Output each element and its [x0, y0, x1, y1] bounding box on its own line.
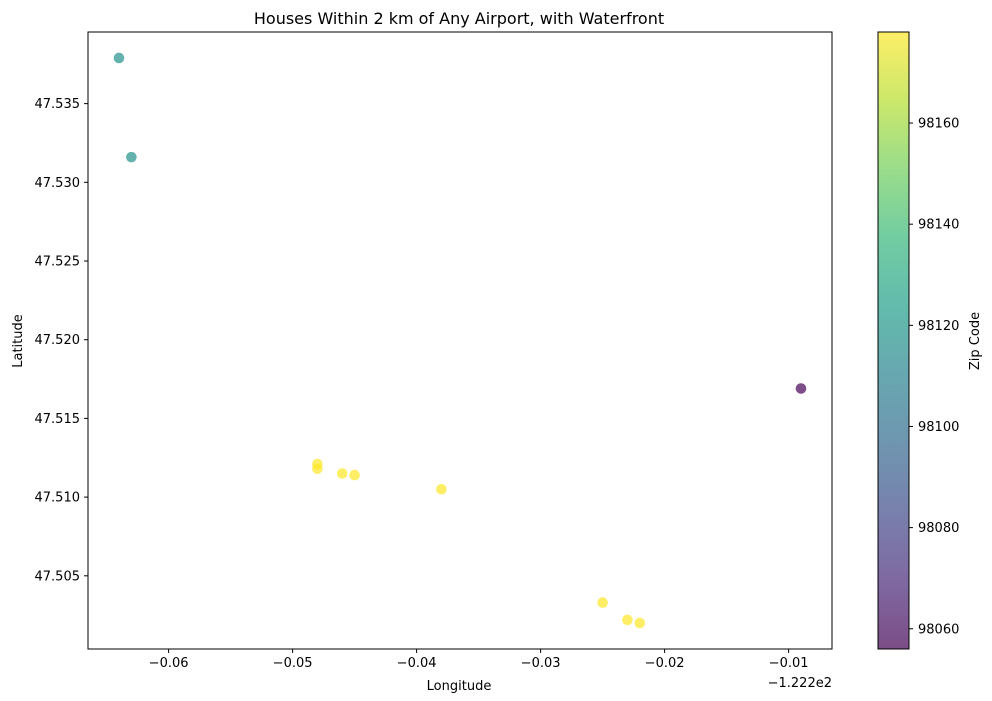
y-tick-label: 47.535 — [35, 97, 81, 112]
data-point — [113, 52, 125, 64]
data-point — [349, 469, 360, 481]
x-tick-label: −0.01 — [769, 656, 809, 671]
x-tick-label: −0.02 — [645, 656, 685, 671]
colorbar-tick-label: 98080 — [918, 521, 959, 536]
y-tick-label: 47.505 — [35, 569, 81, 584]
colorbar-label: Zip Code — [968, 312, 983, 370]
data-point — [622, 614, 633, 626]
colorbar-tick-label: 98100 — [918, 420, 959, 435]
data-point — [634, 617, 646, 629]
data-point — [312, 463, 323, 475]
colorbar-tick-label: 98060 — [918, 622, 959, 637]
data-point — [126, 151, 137, 163]
y-axis: 47.505 47.510 47.515 47.520 47.525 47.530 47.5… — [35, 97, 88, 584]
y-tick-label: 47.525 — [35, 255, 81, 270]
colorbar-tick-label: 98120 — [918, 319, 959, 334]
y-tick-label: 47.510 — [35, 491, 81, 506]
colorbar-gradient — [877, 31, 910, 650]
x-tick-label: −0.05 — [273, 656, 313, 671]
x-tick-label: −0.03 — [521, 656, 561, 671]
x-axis-offset-label: −1.222e2 — [768, 676, 832, 691]
x-axis: −0.06 −0.05 −0.04 −0.03 −0.02 −0.01 — [149, 649, 809, 671]
x-tick-label: −0.04 — [397, 656, 437, 671]
colorbar: 98060 98080 98100 98120 98140 98160 — [877, 31, 959, 650]
data-point — [336, 468, 348, 479]
x-tick-label: −0.06 — [149, 656, 189, 671]
y-axis-label: Latitude — [11, 314, 26, 368]
data-point — [436, 483, 447, 495]
chart-title: Houses Within 2 km of Any Airport, with … — [254, 9, 664, 28]
colorbar-tick-label: 98160 — [918, 117, 959, 132]
x-axis-label: Longitude — [427, 679, 492, 694]
plot-area — [87, 31, 833, 650]
y-tick-label: 47.515 — [35, 412, 81, 427]
plot-frame — [87, 31, 833, 650]
data-point — [795, 383, 807, 394]
colorbar-tick-label: 98140 — [918, 218, 959, 233]
y-tick-label: 47.530 — [35, 176, 81, 191]
data-point — [597, 597, 608, 608]
y-tick-label: 47.520 — [35, 333, 81, 348]
